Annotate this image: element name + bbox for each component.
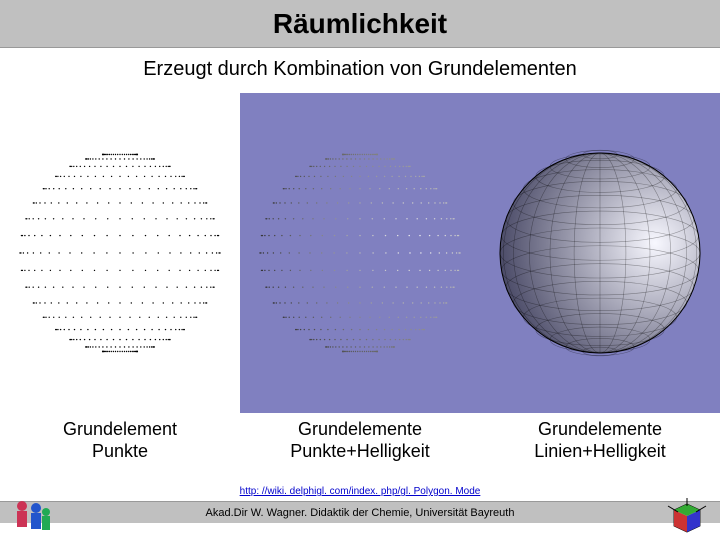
sphere-points-shaded	[250, 143, 470, 363]
source-link[interactable]: http: //wiki. delphigl. com/index. php/g…	[0, 486, 720, 497]
caption-0-line1: Grundelement	[63, 419, 177, 439]
panels-row	[0, 93, 720, 413]
panel-points-shaded	[240, 93, 480, 413]
caption-1: Grundelemente Punkte+Helligkeit	[240, 419, 480, 462]
captions-row: Grundelement Punkte Grundelemente Punkte…	[0, 419, 720, 462]
people-icon	[10, 496, 56, 536]
caption-0: Grundelement Punkte	[0, 419, 240, 462]
caption-2: Grundelemente Linien+Helligkeit	[480, 419, 720, 462]
panel-points	[0, 93, 240, 413]
caption-2-line1: Grundelemente	[538, 419, 662, 439]
title-bar: Räumlichkeit	[0, 0, 720, 48]
footer: http: //wiki. delphigl. com/index. php/g…	[0, 480, 720, 540]
caption-1-line2: Punkte+Helligkeit	[290, 441, 430, 461]
caption-2-line2: Linien+Helligkeit	[534, 441, 666, 461]
caption-1-line1: Grundelemente	[298, 419, 422, 439]
subtitle: Erzeugt durch Kombination von Grundeleme…	[0, 58, 720, 81]
sphere-points	[10, 143, 230, 363]
caption-0-line2: Punkte	[92, 441, 148, 461]
logo-icon	[664, 496, 710, 536]
panel-lines-shaded	[480, 93, 720, 413]
page-title: Räumlichkeit	[273, 8, 447, 40]
attribution: Akad.Dir W. Wagner. Didaktik der Chemie,…	[0, 501, 720, 523]
sphere-lines-shaded	[490, 143, 710, 363]
